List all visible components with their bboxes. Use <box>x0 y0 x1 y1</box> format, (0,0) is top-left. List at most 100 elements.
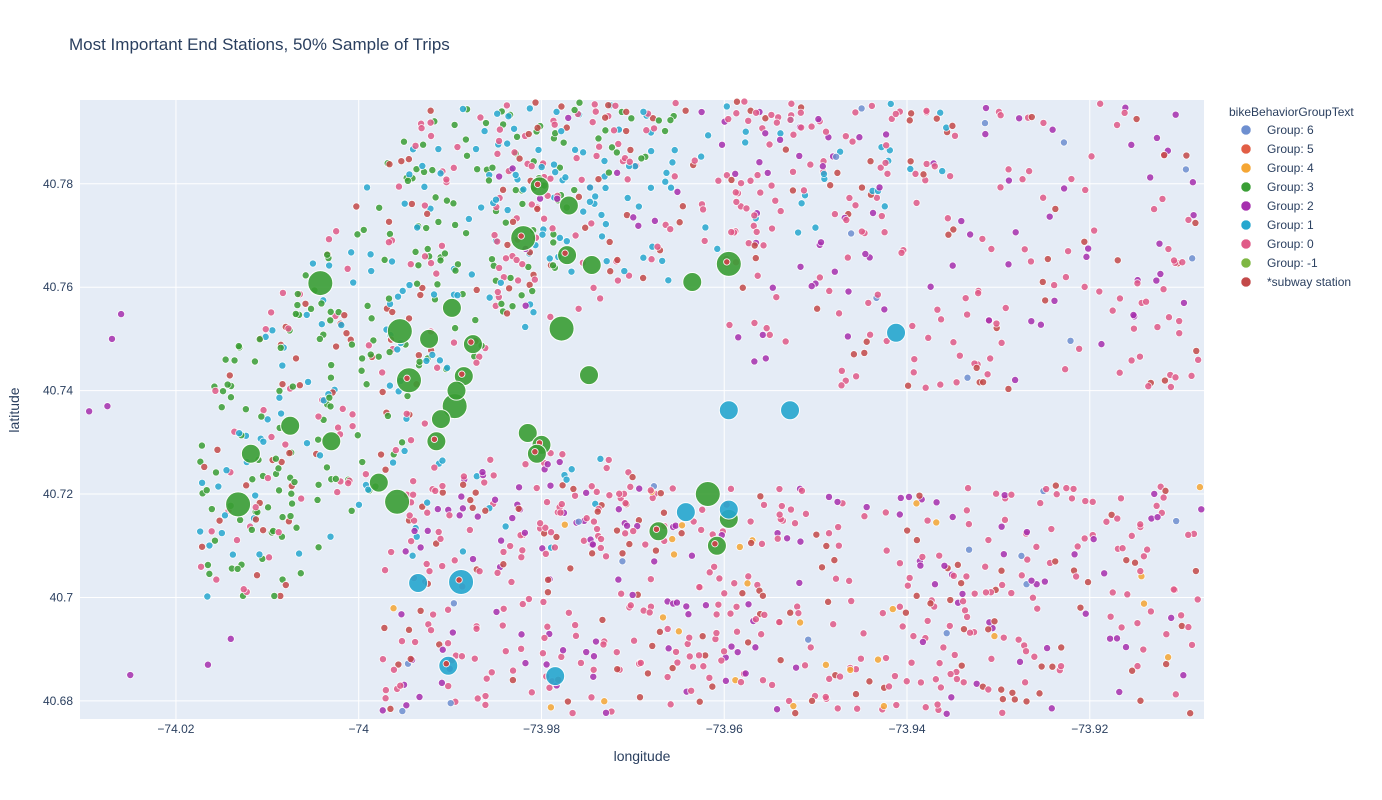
station-dot <box>623 193 632 202</box>
station-dot <box>783 534 792 543</box>
station-dot <box>364 341 373 350</box>
station-dot <box>449 163 458 172</box>
station-dot <box>533 204 542 213</box>
station-dot <box>846 665 855 674</box>
legend-item[interactable]: Group: -1 <box>1240 256 1318 270</box>
station-dot <box>591 637 600 646</box>
station-dot <box>117 310 126 319</box>
legend[interactable]: bikeBehaviorGroupText Group: 6 Group: 5 Gr… <box>1229 105 1354 289</box>
station-dot <box>877 212 886 221</box>
station-dot <box>864 298 873 307</box>
station-dot <box>1115 687 1124 696</box>
station-dot <box>325 393 334 402</box>
legend-item[interactable]: Group: 6 <box>1240 123 1314 137</box>
legend-item[interactable]: Group: 0 <box>1240 237 1314 251</box>
station-dot <box>833 168 842 177</box>
station-dot <box>815 273 824 282</box>
station-dot <box>916 678 925 687</box>
station-dot <box>945 621 954 630</box>
legend-item[interactable]: Group: 4 <box>1240 161 1314 175</box>
legend-item[interactable]: Group: 2 <box>1240 199 1314 213</box>
station-dot <box>374 352 383 361</box>
station-dot <box>912 499 921 508</box>
station-dot <box>666 116 675 125</box>
station-dot <box>315 334 324 343</box>
station-dot <box>448 628 457 637</box>
station-dot <box>796 108 805 117</box>
station-dot <box>1051 481 1060 490</box>
station-dot <box>843 253 852 262</box>
station-dot <box>759 241 768 250</box>
station-dot <box>196 457 205 466</box>
station-dot <box>664 276 673 285</box>
station-dot <box>1080 534 1089 543</box>
station-dot <box>727 642 736 651</box>
y-tick-label: 40.7 <box>50 590 74 604</box>
legend-item[interactable]: Group: 5 <box>1240 142 1314 156</box>
station-dot <box>1052 490 1061 499</box>
station-dot <box>1167 613 1176 622</box>
station-dot <box>378 655 387 664</box>
station-dot <box>758 591 767 600</box>
station-dot <box>518 600 527 609</box>
station-dot <box>761 354 770 363</box>
station-dot <box>501 254 510 263</box>
station-dot <box>411 247 420 256</box>
station-dot <box>1113 256 1122 265</box>
subway-station-dot <box>534 180 542 188</box>
station-dot <box>1161 486 1170 495</box>
station-dot <box>761 129 770 138</box>
legend-item[interactable]: Group: 3 <box>1240 180 1314 194</box>
legend-item[interactable]: *subway station <box>1240 275 1351 289</box>
plot-area[interactable] <box>80 97 1206 719</box>
station-dot <box>1027 317 1036 326</box>
station-dot <box>501 522 510 531</box>
station-dot <box>859 629 868 638</box>
station-dot <box>1039 193 1048 202</box>
y-tick-label: 40.76 <box>43 280 73 294</box>
station-dot <box>207 527 216 536</box>
station-dot <box>921 383 930 392</box>
station-dot <box>574 517 583 526</box>
station-dot <box>1135 352 1144 361</box>
station-dot <box>992 489 1001 498</box>
station-dot <box>534 145 543 154</box>
station-dot <box>509 666 518 675</box>
station-dot <box>555 233 564 242</box>
station-dot <box>461 135 470 144</box>
station-dot <box>654 116 663 125</box>
station-dot <box>569 484 578 493</box>
station-dot <box>517 291 526 300</box>
station-dot <box>698 505 707 514</box>
station-dot <box>797 199 806 208</box>
legend-item[interactable]: Group: 1 <box>1240 218 1314 232</box>
station-dot <box>247 525 256 534</box>
station-dot <box>793 602 802 611</box>
station-dot <box>543 460 552 469</box>
station-dot <box>602 708 611 717</box>
station-dot <box>478 468 487 477</box>
station-dot <box>1178 258 1187 267</box>
station-dot <box>537 163 546 172</box>
station-dot <box>481 700 490 709</box>
station-dot <box>650 557 659 566</box>
station-dot <box>1021 678 1030 687</box>
station-dot <box>226 634 235 643</box>
station-dot <box>1022 528 1031 537</box>
station-dot <box>276 343 285 352</box>
station-dot <box>965 545 974 554</box>
station-dot <box>458 104 467 113</box>
station-dot <box>557 102 566 111</box>
station-dot <box>1120 108 1129 117</box>
station-dot <box>544 575 553 584</box>
station-dot <box>932 114 941 123</box>
subway-station-dot <box>430 435 438 443</box>
station-dot <box>907 658 916 667</box>
station-dot <box>1123 590 1132 599</box>
station-dot <box>1193 595 1202 604</box>
station-dot <box>423 498 432 507</box>
station-dot <box>1064 247 1073 256</box>
station-dot <box>629 527 638 536</box>
data-point <box>578 365 599 386</box>
station-dot <box>574 304 583 313</box>
